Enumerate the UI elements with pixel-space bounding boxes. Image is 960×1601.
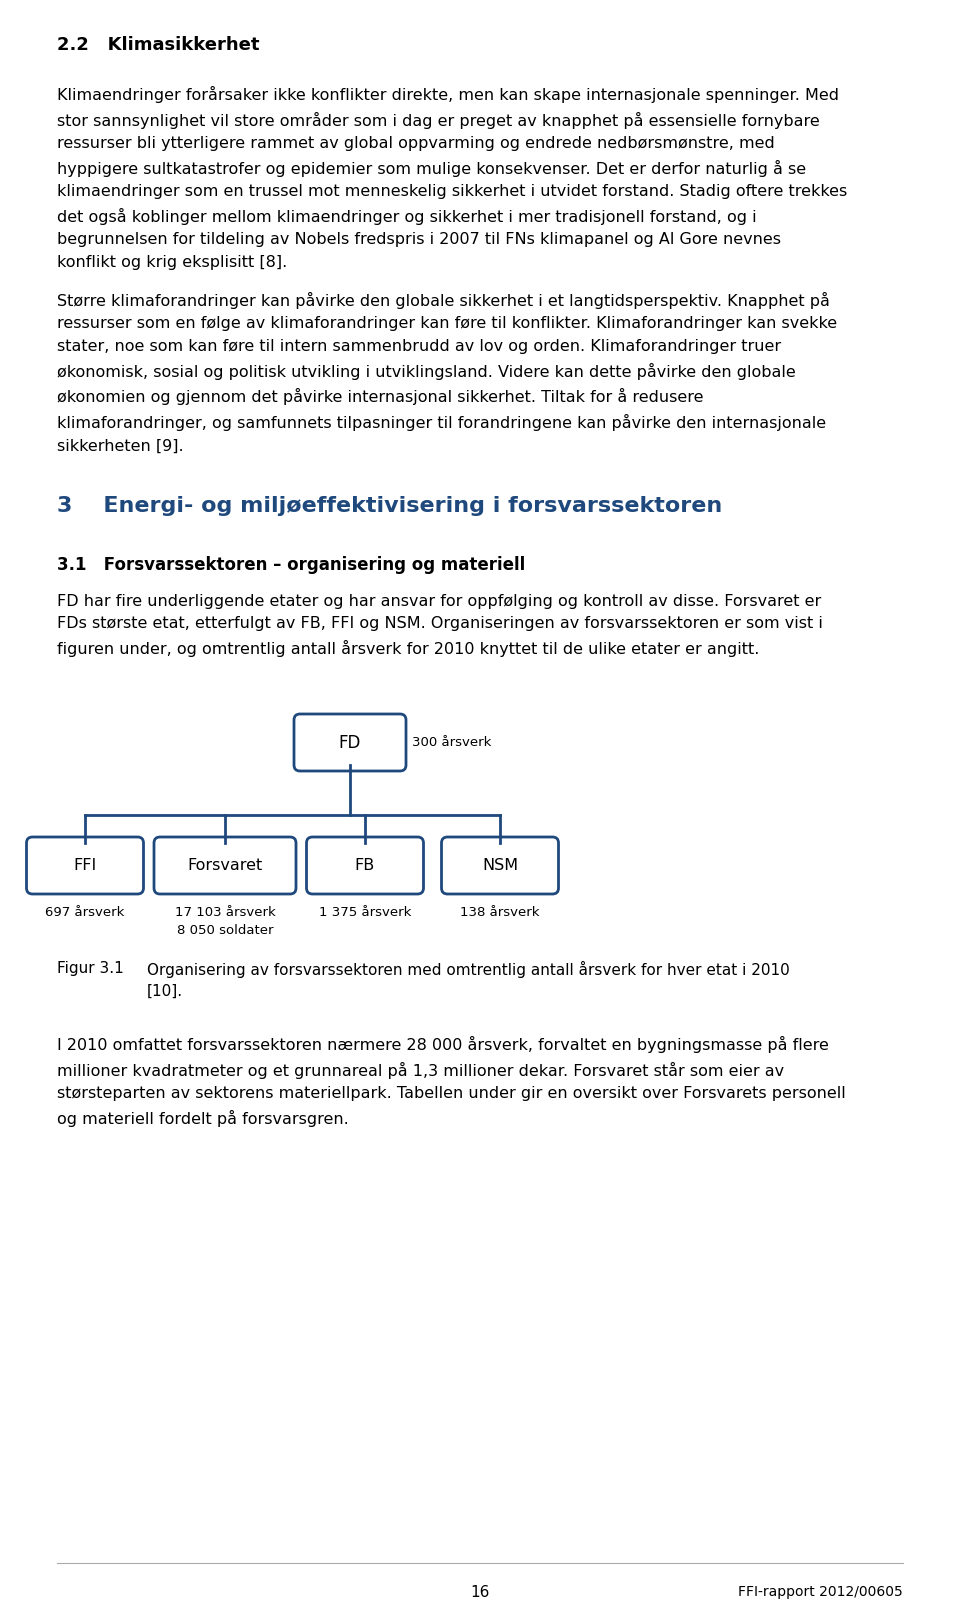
Text: Organisering av forsvarssektoren med omtrentlig antall årsverk for hver etat i 2: Organisering av forsvarssektoren med omt…	[147, 961, 790, 999]
Text: FD har fire underliggende etater og har ansvar for oppfølging og kontroll av dis: FD har fire underliggende etater og har …	[57, 594, 823, 656]
FancyBboxPatch shape	[306, 837, 423, 893]
Text: 2.2   Klimasikkerhet: 2.2 Klimasikkerhet	[57, 35, 259, 54]
Text: Figur 3.1: Figur 3.1	[57, 961, 124, 977]
Text: 17 103 årsverk
8 050 soldater: 17 103 årsverk 8 050 soldater	[175, 906, 276, 937]
Text: 300 årsverk: 300 årsverk	[412, 736, 492, 749]
FancyBboxPatch shape	[27, 837, 143, 893]
Text: FFI: FFI	[73, 858, 97, 873]
Text: FB: FB	[355, 858, 375, 873]
Text: Større klimaforandringer kan påvirke den globale sikkerhet i et langtidsperspekt: Større klimaforandringer kan påvirke den…	[57, 291, 837, 453]
Text: I 2010 omfattet forsvarssektoren nærmere 28 000 årsverk, forvaltet en bygningsma: I 2010 omfattet forsvarssektoren nærmere…	[57, 1036, 846, 1127]
Text: Forsvaret: Forsvaret	[187, 858, 263, 873]
FancyBboxPatch shape	[294, 714, 406, 772]
Text: 697 årsverk: 697 årsverk	[45, 906, 125, 919]
Text: FFI-rapport 2012/00605: FFI-rapport 2012/00605	[738, 1585, 903, 1599]
Text: FD: FD	[339, 733, 361, 751]
Text: 3.1   Forsvarssektoren – organisering og materiell: 3.1 Forsvarssektoren – organisering og m…	[57, 556, 525, 575]
Text: 3    Energi- og miljøeffektivisering i forsvarssektoren: 3 Energi- og miljøeffektivisering i fors…	[57, 496, 722, 516]
Text: 138 årsverk: 138 årsverk	[460, 906, 540, 919]
Text: Klimaendringer forårsaker ikke konflikter direkte, men kan skape internasjonale : Klimaendringer forårsaker ikke konflikte…	[57, 86, 848, 271]
Text: NSM: NSM	[482, 858, 518, 873]
FancyBboxPatch shape	[154, 837, 296, 893]
Text: 16: 16	[470, 1585, 490, 1599]
Text: 1 375 årsverk: 1 375 årsverk	[319, 906, 411, 919]
FancyBboxPatch shape	[442, 837, 559, 893]
